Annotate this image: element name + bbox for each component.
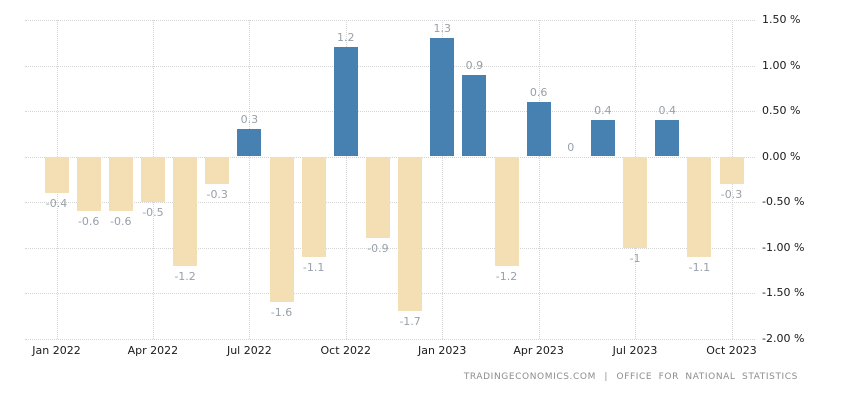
x-axis-tick-label: Oct 2023 xyxy=(706,344,757,357)
bar-nov-2022[interactable] xyxy=(365,156,390,239)
footer-divider: | xyxy=(604,372,609,382)
bar-aug-2022[interactable] xyxy=(269,156,294,303)
x-axis-tick-label: Jan 2023 xyxy=(417,344,467,357)
bar-value-label: -0.6 xyxy=(110,215,132,229)
bar-feb-2022[interactable] xyxy=(76,156,101,212)
bar-value-label: -1.2 xyxy=(495,269,518,283)
bar-value-label: 0 xyxy=(567,140,575,154)
bar-oct-2022[interactable] xyxy=(333,47,358,157)
attribution: TRADINGECONOMICS.COM | OFFICE FOR NATION… xyxy=(464,372,798,383)
gridline-horizontal xyxy=(25,65,755,67)
bar-value-label: -1 xyxy=(629,251,641,265)
gridline-horizontal xyxy=(25,293,755,294)
y-axis-tick-label: 1.00 % xyxy=(762,58,801,72)
bar-jul-2023[interactable] xyxy=(623,156,648,248)
gridline-vertical xyxy=(249,20,251,339)
source-office-for-national-statistics: OFFICE FOR NATIONAL STATISTICS xyxy=(616,372,798,382)
bar-value-label: -1.6 xyxy=(270,306,293,320)
gridline-vertical xyxy=(442,20,444,339)
bar-value-label: -1.1 xyxy=(688,260,711,274)
y-axis-tick-label: 0.00 % xyxy=(762,149,801,163)
bar-jun-2023[interactable] xyxy=(590,120,615,157)
y-axis-tick-label: -2.00 % xyxy=(762,331,805,345)
bar-value-label: 0.9 xyxy=(465,58,484,72)
bar-may-2022[interactable] xyxy=(173,156,198,266)
gridline-horizontal xyxy=(25,338,755,340)
bar-value-label: -0.4 xyxy=(45,196,68,210)
x-axis-tick-label: Apr 2023 xyxy=(513,344,564,357)
bar-value-label: -0.3 xyxy=(720,187,743,201)
x-axis-tick-label: Apr 2022 xyxy=(127,344,179,357)
bar-value-label: -1.7 xyxy=(399,315,421,329)
x-axis-tick-label: Jul 2023 xyxy=(612,344,658,357)
bar-jul-2022[interactable] xyxy=(237,129,262,157)
gridline-horizontal xyxy=(25,156,755,158)
y-axis-tick-label: 1.50 % xyxy=(762,13,801,26)
bar-jan-2022[interactable] xyxy=(44,156,69,193)
gridline-vertical xyxy=(345,20,347,339)
bar-value-label: 0.4 xyxy=(658,104,676,118)
gridline-horizontal xyxy=(25,247,755,249)
bar-value-label: 1.2 xyxy=(337,31,355,45)
bar-value-label: -0.3 xyxy=(206,187,228,201)
bar-apr-2023[interactable] xyxy=(526,101,551,157)
bar-value-label: 0.6 xyxy=(529,85,548,99)
x-axis-tick-label: Jan 2022 xyxy=(32,344,81,357)
bar-aug-2023[interactable] xyxy=(655,120,680,157)
gridline-horizontal xyxy=(25,20,755,21)
bar-mar-2022[interactable] xyxy=(108,156,133,212)
bar-value-label: -1.1 xyxy=(302,260,325,274)
y-axis-tick-label: 0.50 % xyxy=(762,104,801,117)
bar-value-label: 0.4 xyxy=(594,104,612,118)
plot-area: -0.4 -0.6 -0.6 -0.5 -1.2 -0.3 0.3 -1.6 -1.1 1.2 -0… xyxy=(25,20,755,340)
x-axis-tick-label: Jul 2022 xyxy=(226,344,272,357)
source-tradingeconomics-link[interactable]: TRADINGECONOMICS.COM xyxy=(463,372,596,382)
bar-value-label: -0.6 xyxy=(77,215,100,229)
bar-jan-2023[interactable] xyxy=(430,38,455,157)
bar-value-label: 0.3 xyxy=(240,113,259,127)
y-axis-tick-label: -0.50 % xyxy=(762,195,805,208)
bar-apr-2022[interactable] xyxy=(140,156,165,202)
bar-value-label: 1.3 xyxy=(433,22,451,36)
y-axis-tick-label: -1.00 % xyxy=(762,240,805,254)
bar-feb-2023[interactable] xyxy=(462,74,487,157)
bar-oct-2023[interactable] xyxy=(719,156,744,184)
bar-value-label: -1.2 xyxy=(174,269,196,283)
y-axis-tick-label: -1.50 % xyxy=(762,286,805,299)
bar-jun-2022[interactable] xyxy=(205,156,230,184)
x-axis-tick-label: Oct 2022 xyxy=(320,344,372,357)
bar-value-label: -0.9 xyxy=(367,242,389,256)
gridline-horizontal xyxy=(25,111,755,112)
gridline-vertical xyxy=(538,20,540,339)
bar-sep-2023[interactable] xyxy=(687,156,712,257)
bar-dec-2022[interactable] xyxy=(398,156,423,312)
bar-sep-2022[interactable] xyxy=(301,156,326,257)
bar-value-label: -0.5 xyxy=(142,206,164,219)
gridline-horizontal xyxy=(25,202,755,203)
bar-mar-2023[interactable] xyxy=(494,156,519,266)
